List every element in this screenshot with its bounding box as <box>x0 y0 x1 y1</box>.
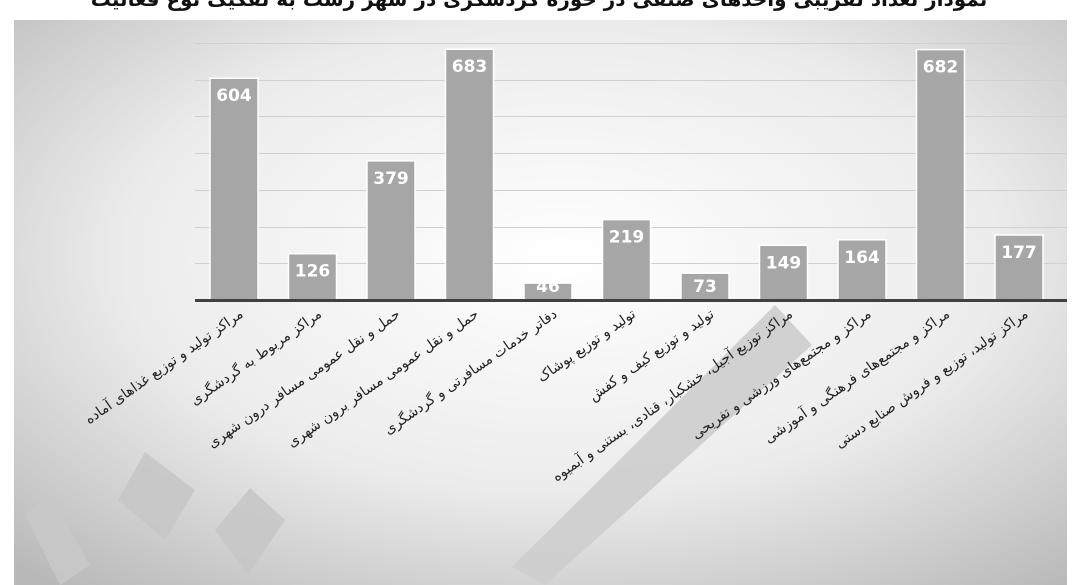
data-label: 149 <box>766 253 802 273</box>
bar <box>601 218 652 301</box>
data-label: 379 <box>373 169 409 189</box>
data-label: 219 <box>609 228 645 248</box>
data-label: 177 <box>1001 243 1037 263</box>
data-label: 604 <box>216 86 252 106</box>
decorative-shape <box>118 452 195 540</box>
bar <box>994 234 1044 301</box>
decorative-shape <box>512 305 812 585</box>
decorative-shape <box>25 495 90 585</box>
chart-title: نمودار تعداد تقریبی واحدهای صنفی در حوزه… <box>0 0 1078 11</box>
bars <box>209 48 1044 301</box>
bar <box>915 48 966 301</box>
bar <box>758 244 809 301</box>
data-label: 164 <box>844 248 880 268</box>
decorative-shape <box>215 488 285 575</box>
data-label: 683 <box>452 57 488 77</box>
data-label: 46 <box>536 277 560 297</box>
data-label: 73 <box>693 277 717 297</box>
data-label: 682 <box>923 58 959 78</box>
data-label: 126 <box>295 262 331 282</box>
bar <box>444 48 495 301</box>
data-labels: 604 126 379 683 46 219 73 149 164 682 177 <box>216 57 1037 297</box>
bar <box>680 272 730 301</box>
bar <box>209 77 259 301</box>
bar <box>366 160 416 301</box>
